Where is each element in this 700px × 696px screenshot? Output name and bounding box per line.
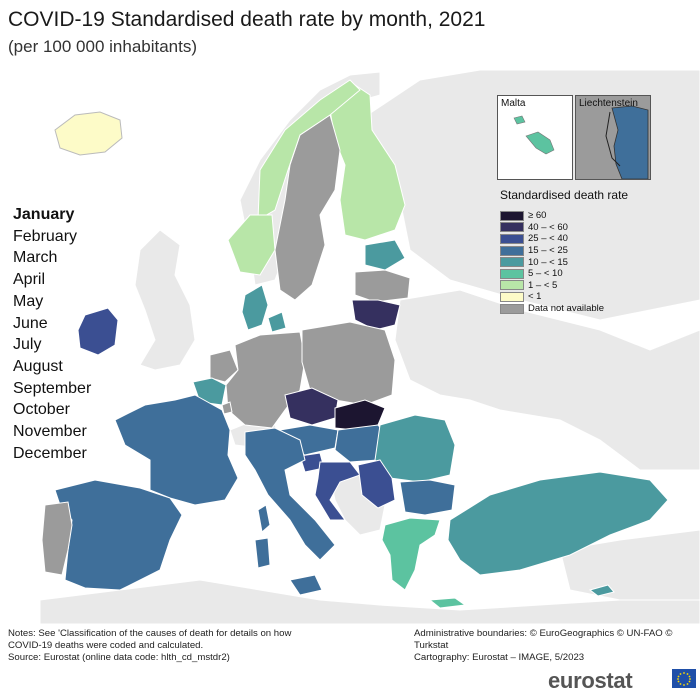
legend-label: Data not available bbox=[528, 303, 605, 315]
month-label-october[interactable]: October bbox=[13, 401, 70, 419]
legend-swatch bbox=[500, 291, 524, 302]
legend: ≥ 60 40 – < 60 25 – < 40 15 – < 25 10 – … bbox=[500, 210, 604, 314]
europe-map-svg bbox=[39, 69, 700, 624]
month-label-june[interactable]: June bbox=[13, 314, 48, 332]
country-crete bbox=[428, 597, 467, 609]
country-sicily bbox=[289, 574, 323, 596]
malta-shape-svg bbox=[513, 115, 555, 155]
land-belarus-ukraine bbox=[394, 289, 700, 471]
country-italy bbox=[244, 427, 336, 561]
country-serbia bbox=[357, 459, 396, 509]
map bbox=[0, 68, 700, 624]
month-label-august[interactable]: August bbox=[13, 357, 63, 375]
legend-label: ≥ 60 bbox=[528, 210, 547, 222]
eurostat-logo: eurostat bbox=[548, 668, 633, 693]
country-gozo bbox=[513, 115, 526, 125]
legend-swatch bbox=[500, 222, 524, 233]
legend-item: 5 – < 10 bbox=[500, 268, 604, 280]
inset-malta: Malta bbox=[497, 95, 573, 180]
land-north-africa bbox=[39, 579, 700, 624]
legend-swatch bbox=[500, 257, 524, 268]
country-portugal bbox=[41, 501, 73, 576]
page-subtitle: (per 100 000 inhabitants) bbox=[8, 37, 198, 56]
inset-liechtenstein-label: Liechtenstein bbox=[579, 98, 638, 109]
legend-swatch bbox=[500, 233, 524, 244]
boundaries-text: Administrative boundaries: © EuroGeograp… bbox=[414, 628, 673, 652]
month-label-april[interactable]: April bbox=[13, 271, 46, 289]
country-france bbox=[114, 394, 239, 506]
land-middle-east bbox=[559, 529, 700, 601]
country-croatia bbox=[314, 461, 361, 521]
legend-title: Standardised death rate bbox=[500, 188, 629, 202]
eu-flag-icon bbox=[672, 669, 696, 688]
month-label-may[interactable]: May bbox=[13, 292, 44, 310]
month-label-january[interactable]: January bbox=[13, 206, 75, 223]
legend-label: < 1 bbox=[528, 291, 542, 303]
legend-item: 1 – < 5 bbox=[500, 280, 604, 292]
country-liechtenstein bbox=[611, 105, 649, 179]
country-ireland bbox=[77, 307, 119, 356]
month-label-november[interactable]: November bbox=[13, 423, 87, 441]
country-estonia bbox=[364, 239, 406, 271]
legend-swatch bbox=[500, 268, 524, 279]
legend-label: 25 – < 40 bbox=[528, 233, 568, 245]
legend-label: 15 – < 25 bbox=[528, 245, 568, 257]
notes-text: Notes: See 'Classification of the causes… bbox=[8, 628, 292, 652]
country-poland bbox=[301, 321, 396, 406]
month-label-march[interactable]: March bbox=[13, 249, 58, 267]
liechtenstein-shape-svg bbox=[605, 105, 649, 179]
legend-item: 40 – < 60 bbox=[500, 222, 604, 234]
country-corsica bbox=[257, 504, 271, 533]
legend-label: 10 – < 15 bbox=[528, 256, 568, 268]
legend-label: 40 – < 60 bbox=[528, 221, 568, 233]
country-liechtenstein-border bbox=[605, 111, 621, 167]
country-finland bbox=[329, 84, 406, 241]
inset-malta-label: Malta bbox=[501, 98, 526, 109]
legend-swatch bbox=[500, 280, 524, 291]
legend-swatch bbox=[500, 210, 524, 221]
country-malta bbox=[525, 131, 555, 155]
country-cyprus bbox=[588, 584, 615, 597]
month-label-december[interactable]: December bbox=[13, 444, 87, 462]
legend-label: 5 – < 10 bbox=[528, 268, 563, 280]
footer-notes: Notes: See 'Classification of the causes… bbox=[8, 628, 318, 665]
country-sardinia bbox=[254, 537, 271, 569]
country-greece bbox=[381, 517, 441, 591]
legend-swatch bbox=[500, 303, 524, 314]
month-label-july[interactable]: July bbox=[13, 336, 42, 354]
footer-credits: Administrative boundaries: © EuroGeograp… bbox=[414, 628, 694, 665]
legend-item: 25 – < 40 bbox=[500, 233, 604, 245]
page-title: COVID-19 Standardised death rate by mont… bbox=[8, 8, 486, 31]
country-norway-south bbox=[227, 214, 276, 276]
legend-swatch bbox=[500, 245, 524, 256]
country-denmark bbox=[241, 284, 269, 331]
legend-label: 1 – < 5 bbox=[528, 279, 558, 291]
month-list: January February March April May June Ju… bbox=[13, 204, 91, 464]
country-norway-north bbox=[257, 79, 361, 221]
land-uk bbox=[134, 229, 196, 371]
eu-stars-svg bbox=[677, 672, 691, 686]
legend-item: Data not available bbox=[500, 303, 604, 315]
country-netherlands bbox=[209, 349, 239, 383]
country-denmark-islands bbox=[267, 311, 287, 333]
country-bulgaria bbox=[399, 479, 456, 516]
month-label-september[interactable]: September bbox=[13, 379, 92, 397]
legend-item: ≥ 60 bbox=[500, 210, 604, 222]
country-luxembourg bbox=[221, 401, 233, 415]
legend-item: 10 – < 15 bbox=[500, 256, 604, 268]
legend-item: 15 – < 25 bbox=[500, 245, 604, 257]
legend-item: < 1 bbox=[500, 291, 604, 303]
inset-liechtenstein: Liechtenstein bbox=[575, 95, 651, 180]
country-germany bbox=[225, 331, 306, 429]
country-spain bbox=[54, 479, 183, 591]
country-latvia bbox=[354, 269, 411, 303]
source-text: Source: Eurostat (online data code: hlth… bbox=[8, 652, 230, 664]
month-label-february[interactable]: February bbox=[13, 227, 78, 245]
country-lithuania bbox=[351, 299, 401, 331]
country-iceland bbox=[54, 111, 123, 156]
country-turkey bbox=[447, 471, 669, 576]
cartography-text: Cartography: Eurostat – IMAGE, 5/2023 bbox=[414, 652, 585, 664]
